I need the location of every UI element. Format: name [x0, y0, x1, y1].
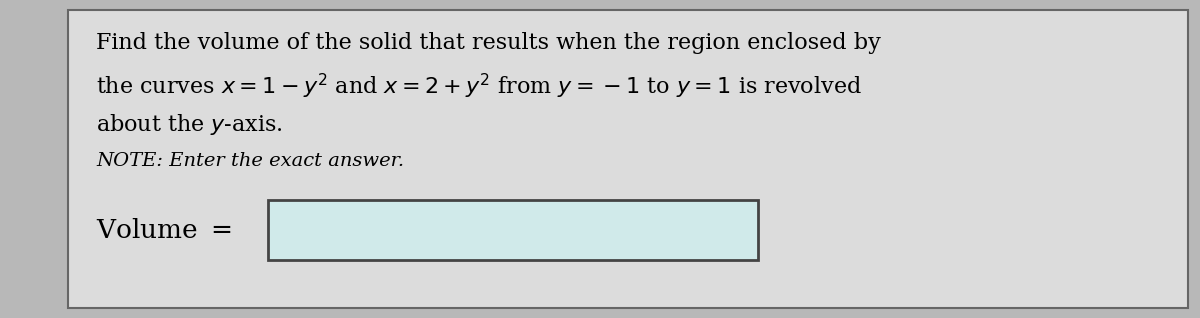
Text: Find the volume of the solid that results when the region enclosed by: Find the volume of the solid that result… [96, 32, 881, 54]
Text: the curves $x = 1 - y^2$ and $x = 2 + y^2$ from $y = -1$ to $y = 1$ is revolved: the curves $x = 1 - y^2$ and $x = 2 + y^… [96, 72, 862, 101]
Text: about the $y$-axis.: about the $y$-axis. [96, 112, 283, 137]
Bar [268, 200, 758, 260]
Text: NOTE: Enter the exact answer.: NOTE: Enter the exact answer. [96, 152, 404, 170]
Text: Volume $=$: Volume $=$ [96, 218, 232, 243]
